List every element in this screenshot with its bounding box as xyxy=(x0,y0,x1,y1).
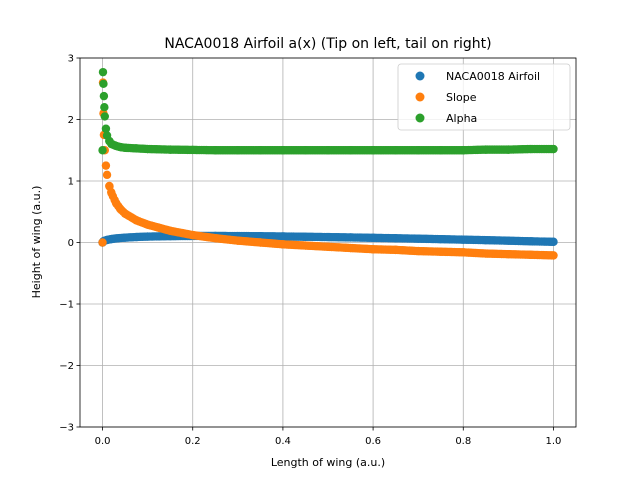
data-point xyxy=(101,124,111,133)
y-tick-label: 3 xyxy=(68,54,74,65)
data-point xyxy=(99,79,108,89)
y-tick-label: 1 xyxy=(68,177,74,188)
data-point xyxy=(549,251,558,260)
legend-marker xyxy=(415,92,425,102)
legend-label: NACA0018 Airfoil xyxy=(446,70,540,83)
data-point xyxy=(549,144,558,154)
x-axis-label: Length of wing (a.u.) xyxy=(271,456,385,469)
axes-frame xyxy=(79,57,577,428)
data-point xyxy=(98,67,108,77)
data-point xyxy=(100,103,109,112)
data-point xyxy=(98,146,107,155)
y-tick-label: 0 xyxy=(68,238,74,249)
x-tick-label: 0.6 xyxy=(365,436,381,447)
data-point xyxy=(549,237,558,247)
data-point xyxy=(99,91,109,101)
x-tick-label: 0.0 xyxy=(95,436,111,447)
legend-label: Alpha xyxy=(446,112,477,125)
y-tick-label: −2 xyxy=(59,361,74,372)
x-tick-label: 1.0 xyxy=(546,436,562,447)
series-slope xyxy=(98,78,558,260)
series-alpha xyxy=(98,67,558,155)
legend: NACA0018 Airfoil Slope Alpha xyxy=(397,63,571,131)
legend-label: Slope xyxy=(446,91,477,104)
y-tick-label: −1 xyxy=(59,300,74,311)
chart-title: NACA0018 Airfoil a(x) (Tip on left, tail… xyxy=(164,36,491,52)
data-point xyxy=(100,112,110,121)
y-axis-label: Height of wing (a.u.) xyxy=(30,186,43,299)
y-tick-label: −3 xyxy=(59,423,74,434)
axis-ticks: 0.0 0.2 0.4 0.6 0.8 1.0 −3 −2 −1 0 1 2 3 xyxy=(59,54,561,448)
data-point xyxy=(101,161,111,170)
legend-marker xyxy=(415,113,425,123)
data-point xyxy=(98,238,107,247)
legend-marker xyxy=(415,71,425,81)
data-point xyxy=(102,170,112,180)
legend-box xyxy=(397,63,571,131)
plot-area xyxy=(98,67,558,260)
x-tick-label: 0.4 xyxy=(275,436,291,447)
x-tick-label: 0.8 xyxy=(455,436,471,447)
x-tick-label: 0.2 xyxy=(185,436,201,447)
y-tick-label: 2 xyxy=(68,115,74,126)
